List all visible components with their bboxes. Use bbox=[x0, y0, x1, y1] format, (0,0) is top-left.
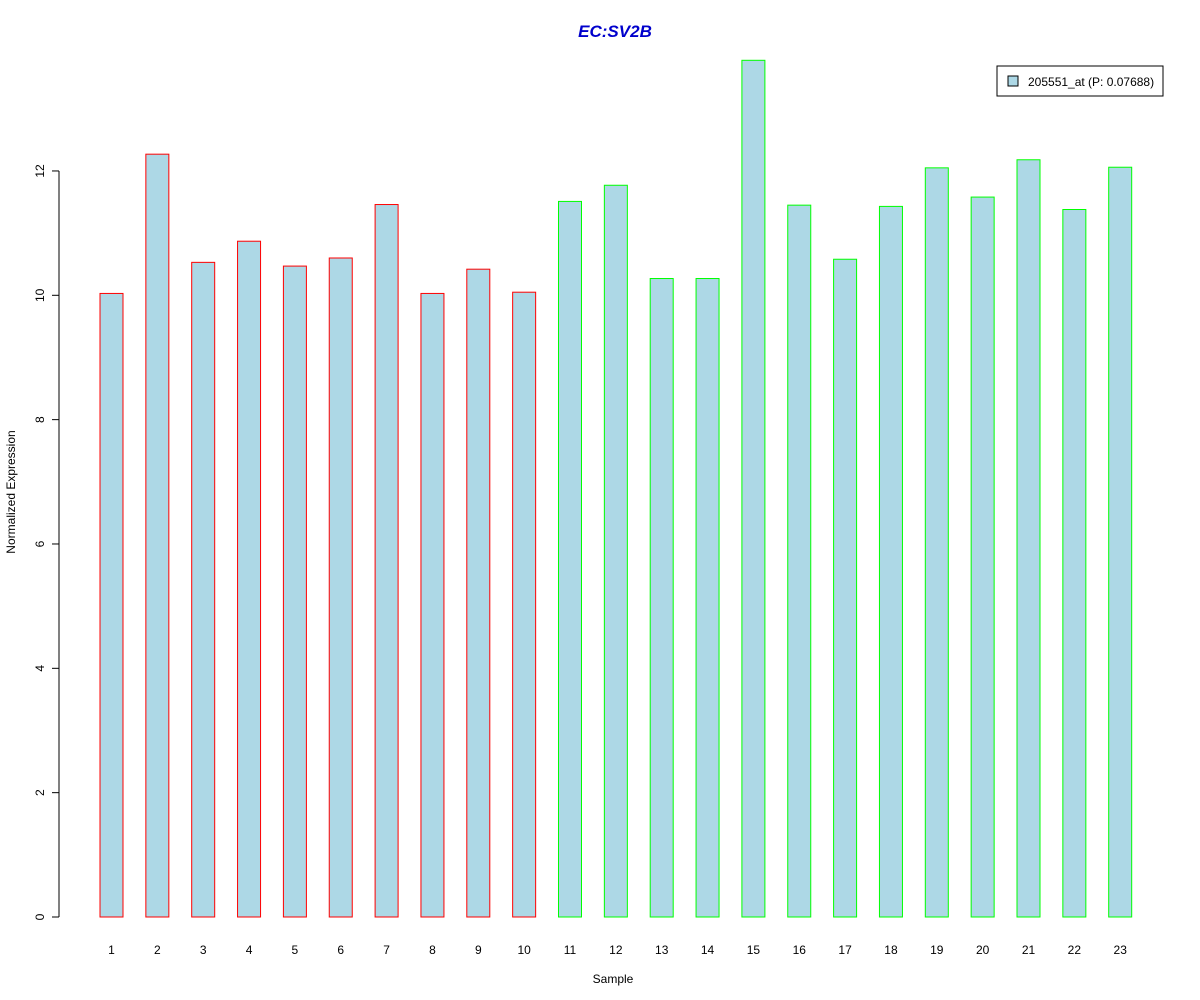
x-tick-label: 14 bbox=[701, 943, 715, 957]
y-tick-label: 4 bbox=[33, 665, 47, 672]
x-tick-label: 6 bbox=[337, 943, 344, 957]
x-tick-label: 10 bbox=[517, 943, 531, 957]
bar-sample-14 bbox=[695, 278, 720, 918]
bar-sample-10 bbox=[512, 291, 537, 918]
x-tick-label: 13 bbox=[655, 943, 669, 957]
x-tick-label: 8 bbox=[429, 943, 436, 957]
bar-sample-1 bbox=[99, 292, 124, 918]
x-tick-label: 5 bbox=[292, 943, 299, 957]
y-tick-label: 8 bbox=[33, 416, 47, 423]
y-tick-label: 10 bbox=[33, 288, 47, 302]
legend: 205551_at (P: 0.07688) bbox=[996, 65, 1164, 97]
y-axis-label: Normalized Expression bbox=[4, 430, 18, 553]
bar-sample-9 bbox=[466, 268, 491, 918]
x-tick-label: 23 bbox=[1114, 943, 1128, 957]
bar-sample-21 bbox=[1016, 159, 1041, 918]
bar-sample-8 bbox=[420, 292, 445, 918]
x-tick-label: 12 bbox=[609, 943, 623, 957]
bar-sample-20 bbox=[970, 196, 995, 918]
bar-sample-22 bbox=[1062, 209, 1087, 918]
bar-sample-19 bbox=[924, 167, 949, 918]
bar-sample-4 bbox=[237, 240, 262, 918]
x-axis-tick-labels: 1 2 3 4 5 6 7 8 9 10 11 12 13 14 15 16 17 18 19 20 21 22 23 bbox=[108, 943, 1127, 957]
x-tick-label: 11 bbox=[564, 943, 577, 957]
bar-sample-3 bbox=[191, 261, 216, 918]
y-tick-label: 0 bbox=[33, 913, 47, 920]
bar-sample-6 bbox=[328, 257, 353, 918]
x-tick-label: 16 bbox=[793, 943, 807, 957]
bar-sample-15 bbox=[741, 59, 766, 918]
x-tick-label: 7 bbox=[383, 943, 390, 957]
bar-sample-16 bbox=[787, 204, 812, 918]
x-tick-label: 4 bbox=[246, 943, 253, 957]
bar-sample-11 bbox=[558, 200, 582, 918]
x-tick-label: 22 bbox=[1068, 943, 1082, 957]
x-tick-label: 20 bbox=[976, 943, 990, 957]
bar-sample-5 bbox=[282, 265, 307, 918]
bar-sample-17 bbox=[833, 258, 858, 918]
x-tick-label: 1 bbox=[108, 943, 115, 957]
x-tick-label: 3 bbox=[200, 943, 207, 957]
y-tick-label: 12 bbox=[33, 164, 47, 178]
bar-sample-7 bbox=[374, 204, 399, 918]
x-tick-label: 9 bbox=[475, 943, 482, 957]
bars bbox=[99, 59, 1133, 918]
x-axis-label: Sample bbox=[593, 972, 634, 986]
y-axis: 0 2 4 6 8 10 12 bbox=[33, 164, 60, 920]
bar-sample-18 bbox=[878, 205, 903, 918]
x-tick-label: 15 bbox=[747, 943, 761, 957]
bar-sample-2 bbox=[145, 153, 170, 918]
y-tick-label: 2 bbox=[33, 789, 47, 796]
bar-sample-23 bbox=[1108, 166, 1133, 918]
bar-sample-12 bbox=[603, 184, 628, 918]
x-tick-label: 18 bbox=[884, 943, 898, 957]
legend-entry-label: 205551_at (P: 0.07688) bbox=[1028, 75, 1154, 89]
y-tick-label: 6 bbox=[33, 540, 47, 547]
bar-sample-13 bbox=[649, 278, 674, 918]
legend-box bbox=[996, 65, 1164, 97]
x-tick-label: 21 bbox=[1022, 943, 1036, 957]
x-tick-label: 17 bbox=[838, 943, 852, 957]
x-tick-label: 2 bbox=[154, 943, 161, 957]
x-tick-label: 19 bbox=[930, 943, 944, 957]
legend-swatch bbox=[1007, 75, 1019, 87]
chart-title: EC:SV2B bbox=[578, 22, 652, 41]
